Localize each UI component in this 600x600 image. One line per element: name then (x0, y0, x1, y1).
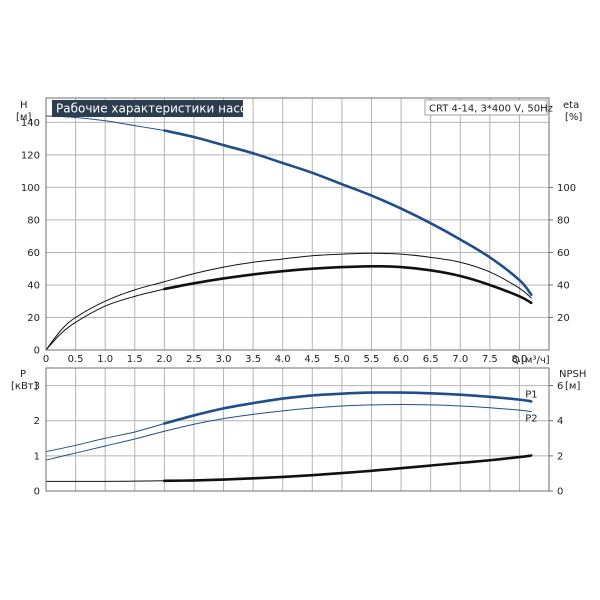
flow-tick-label: 7.0 (452, 354, 468, 365)
lower-series-2-line-thin (45, 480, 165, 482)
upper-right-tick-label: 40 (557, 280, 570, 291)
flow-tick-label: 4.5 (304, 354, 320, 365)
npsh-axis-name: NPSH (559, 369, 586, 380)
upper-series-2-line (163, 264, 533, 305)
head-axis-name: H (20, 100, 28, 111)
npsh-axis-unit: [м] (565, 381, 580, 392)
lower-plot-frame (45, 367, 550, 492)
model-box (424, 99, 548, 116)
upper-right-tick-label: 100 (557, 183, 576, 194)
efficiency-axis-name: eta (563, 100, 579, 111)
flow-tick-label: 8.0 (511, 354, 527, 365)
flow-axis-name: Q (512, 355, 520, 366)
lower-right-tick-label: 2 (557, 451, 563, 462)
upper-plot-frame (45, 97, 550, 351)
upper-right-tick-label: 80 (557, 215, 570, 226)
power-axis-unit: [кВт] (11, 381, 38, 392)
flow-tick-label: 1.0 (97, 354, 113, 365)
flow-tick-label: 5.0 (334, 354, 350, 365)
model-label: CRT 4-14, 3*400 V, 50Hz (429, 104, 553, 115)
upper-left-tick-label: 0 (34, 346, 40, 357)
upper-left-tick-label: 60 (27, 248, 40, 259)
power-axis-name: P (20, 369, 26, 380)
lower-series-p1-line (163, 391, 533, 425)
flow-tick-label: 0 (43, 354, 49, 365)
flow-tick-label: 1.5 (127, 354, 143, 365)
title-banner (52, 100, 243, 117)
flow-axis-unit: [м³/ч] (521, 355, 550, 366)
lower-right-tick-label: 0 (557, 487, 563, 498)
upper-left-tick-label: 120 (21, 150, 40, 161)
upper-right-tick-label: 20 (557, 313, 570, 324)
series-label-p1: P1 (525, 389, 537, 400)
lower-series-p2-line (45, 404, 532, 461)
lower-left-tick-label: 2 (34, 416, 40, 427)
lower-series-p1-line-thin (45, 423, 165, 453)
series-label-p2: P2 (525, 414, 537, 425)
flow-tick-label: 6.5 (423, 354, 439, 365)
efficiency-axis-unit: [%] (565, 112, 582, 123)
upper-left-tick-label: 80 (27, 215, 40, 226)
upper-left-tick-label: 140 (21, 118, 40, 129)
flow-tick-label: 2.5 (186, 354, 202, 365)
upper-left-tick-label: 40 (27, 280, 40, 291)
flow-tick-label: 3.5 (245, 354, 261, 365)
lower-left-tick-label: 0 (34, 487, 40, 498)
flow-tick-label: 4.0 (275, 354, 291, 365)
flow-tick-label: 7.5 (482, 354, 498, 365)
lower-left-tick-label: 3 (34, 381, 40, 392)
lower-left-tick-label: 1 (34, 451, 40, 462)
lower-series-2-line (163, 454, 533, 483)
upper-left-tick-label: 20 (27, 313, 40, 324)
head-axis-unit: [м] (16, 112, 31, 123)
upper-series-2-line-thin (45, 288, 165, 351)
flow-tick-label: 5.5 (364, 354, 380, 365)
upper-series-1-line (45, 252, 532, 351)
chart-title: Рабочие характеристики насоса (56, 102, 261, 116)
flow-tick-label: 0.5 (68, 354, 84, 365)
upper-series-0-line (163, 129, 533, 297)
lower-right-tick-label: 4 (557, 416, 563, 427)
flow-tick-label: 2.0 (156, 354, 172, 365)
upper-right-tick-label: 60 (557, 248, 570, 259)
upper-left-tick-label: 100 (21, 183, 40, 194)
flow-tick-label: 3.0 (216, 354, 232, 365)
lower-right-tick-label: 6 (557, 381, 563, 392)
flow-tick-label: 6.0 (393, 354, 409, 365)
